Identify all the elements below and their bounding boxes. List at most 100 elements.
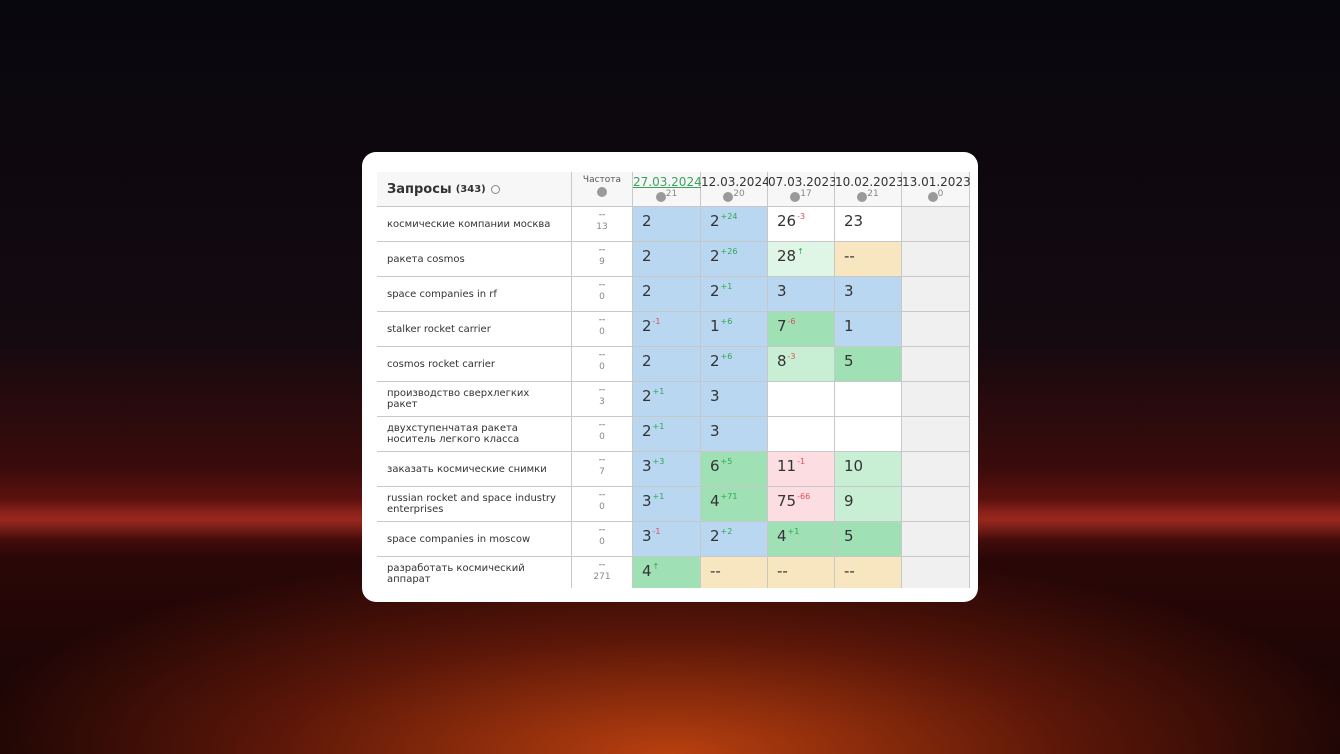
position-value: 5 bbox=[844, 527, 854, 545]
position-cell bbox=[902, 557, 970, 588]
position-value: 2 bbox=[642, 422, 652, 440]
percent-icon bbox=[655, 191, 666, 202]
position-delta: +5 bbox=[720, 457, 733, 466]
position-cell: 6+5 bbox=[701, 452, 768, 487]
position-value: 9 bbox=[844, 492, 854, 510]
percent-icon bbox=[790, 191, 801, 202]
position-cell: 2+24 bbox=[701, 207, 768, 242]
position-cell: 3-1 bbox=[633, 522, 701, 557]
date-label: 13.01.2023 bbox=[902, 175, 970, 189]
query-cell: space companies in moscow bbox=[377, 522, 572, 557]
position-delta: -66 bbox=[797, 492, 811, 501]
date-count-value: 21 bbox=[867, 189, 879, 199]
query-text: космические компании москва bbox=[387, 218, 551, 230]
header-freq: Частота bbox=[572, 172, 633, 207]
position-cell: 4+71 bbox=[701, 487, 768, 522]
percent-icon bbox=[857, 191, 868, 202]
position-delta: +2 bbox=[720, 527, 733, 536]
position-value: 5 bbox=[844, 352, 854, 370]
position-value: 3 bbox=[710, 387, 720, 405]
freq-cell: -- 271 bbox=[572, 557, 633, 588]
position-delta: +1 bbox=[720, 282, 733, 291]
position-cell: 3 bbox=[701, 417, 768, 452]
position-value: -- bbox=[710, 562, 721, 580]
position-value: 1 bbox=[844, 317, 854, 335]
position-value: 1 bbox=[710, 317, 720, 335]
position-cell: 7-6 bbox=[768, 312, 835, 347]
position-delta: +6 bbox=[720, 352, 733, 361]
position-delta: +6 bbox=[720, 317, 733, 326]
position-cell: 2+1 bbox=[701, 277, 768, 312]
position-cell: 1 bbox=[835, 312, 902, 347]
position-cell: 4↑ bbox=[633, 557, 701, 588]
position-value: 2 bbox=[642, 247, 652, 265]
position-delta: -1 bbox=[652, 317, 661, 326]
header-count: (343) bbox=[455, 183, 486, 195]
query-text: заказать космические снимки bbox=[387, 463, 547, 475]
position-cell: -- bbox=[768, 557, 835, 588]
position-cell: 9 bbox=[835, 487, 902, 522]
position-delta: +26 bbox=[720, 247, 738, 256]
position-value: 2 bbox=[642, 282, 652, 300]
freq-dash: -- bbox=[598, 280, 606, 290]
position-cell bbox=[902, 417, 970, 452]
position-value: 2 bbox=[642, 387, 652, 405]
position-value: 3 bbox=[777, 282, 787, 300]
position-cell: -- bbox=[835, 557, 902, 588]
query-cell: двухступенчатая ракета носитель легкого … bbox=[377, 417, 572, 452]
position-cell bbox=[902, 522, 970, 557]
date-count-value: 17 bbox=[800, 189, 812, 199]
date-count-value: 0 bbox=[937, 189, 944, 199]
position-value: -- bbox=[777, 562, 788, 580]
freq-value: 0 bbox=[599, 537, 605, 547]
position-cell bbox=[902, 452, 970, 487]
position-cell: 2+26 bbox=[701, 242, 768, 277]
position-value: 7 bbox=[777, 317, 787, 335]
freq-dash: -- bbox=[598, 315, 606, 325]
position-value: 8 bbox=[777, 352, 787, 370]
freq-value: 0 bbox=[599, 432, 605, 442]
date-label: 07.03.2023 bbox=[768, 175, 837, 189]
position-value: 2 bbox=[710, 212, 720, 230]
position-cell: 2 bbox=[633, 277, 701, 312]
freq-cell: -- 0 bbox=[572, 522, 633, 557]
position-cell: 3+1 bbox=[633, 487, 701, 522]
freq-cell: -- 3 bbox=[572, 382, 633, 417]
position-value: 28 bbox=[777, 247, 797, 265]
position-value: 4 bbox=[777, 527, 787, 545]
freq-value: 0 bbox=[599, 292, 605, 302]
position-cell bbox=[835, 417, 902, 452]
date-count: 0 bbox=[902, 189, 969, 203]
freq-dash: -- bbox=[598, 210, 606, 220]
freq-cell: -- 0 bbox=[572, 312, 633, 347]
position-cell bbox=[768, 382, 835, 417]
search-icon bbox=[490, 184, 500, 194]
position-delta: +24 bbox=[720, 212, 738, 221]
date-header: 27.03.2024 21 bbox=[633, 172, 702, 207]
globe-icon bbox=[597, 186, 607, 197]
query-text: разработать космический аппарат bbox=[387, 563, 525, 585]
position-cell: 2-1 bbox=[633, 312, 701, 347]
position-cell: 3+3 bbox=[633, 452, 701, 487]
query-cell: cosmos rocket carrier bbox=[377, 347, 572, 382]
freq-cell: -- 0 bbox=[572, 277, 633, 312]
position-cell: 10 bbox=[835, 452, 902, 487]
freq-value: 7 bbox=[599, 467, 605, 477]
query-text: двухступенчатая ракета носитель легкого … bbox=[387, 423, 520, 445]
date-header: 07.03.2023 17 bbox=[768, 172, 837, 207]
position-value: 4 bbox=[710, 492, 720, 510]
position-value: 2 bbox=[710, 527, 720, 545]
freq-cell: -- 0 bbox=[572, 487, 633, 522]
position-delta: +1 bbox=[652, 422, 665, 431]
position-cell: -- bbox=[701, 557, 768, 588]
freq-cell: -- 13 bbox=[572, 207, 633, 242]
position-cell: 2 bbox=[633, 347, 701, 382]
position-value: 75 bbox=[777, 492, 797, 510]
freq-dash: -- bbox=[598, 245, 606, 255]
query-cell: russian rocket and space industry enterp… bbox=[377, 487, 572, 522]
position-value: 2 bbox=[710, 282, 720, 300]
position-cell bbox=[902, 347, 970, 382]
position-delta: ↑ bbox=[797, 247, 804, 256]
card: Запросы (343) Частота 27.03.2024 21 12.03.202… bbox=[362, 152, 978, 602]
